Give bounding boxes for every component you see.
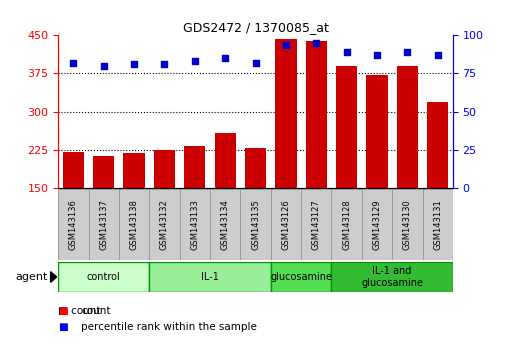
Bar: [335, 66, 357, 188]
Bar: [63, 152, 84, 188]
Point: [312, 40, 320, 46]
Text: ■: ■: [58, 306, 68, 316]
Text: count: count: [81, 306, 110, 316]
Point: [221, 55, 229, 61]
Bar: [179, 189, 210, 260]
Text: GSM143136: GSM143136: [69, 199, 78, 250]
Text: GSM143126: GSM143126: [281, 199, 290, 250]
Text: GSM143128: GSM143128: [341, 199, 350, 250]
Bar: [391, 189, 422, 260]
Text: GSM143135: GSM143135: [250, 199, 260, 250]
Text: percentile rank within the sample: percentile rank within the sample: [81, 322, 257, 332]
Bar: [366, 75, 387, 188]
Text: GSM143137: GSM143137: [99, 199, 108, 250]
Bar: [275, 39, 296, 188]
Bar: [58, 262, 149, 292]
Point: [130, 62, 138, 67]
Point: [69, 60, 77, 65]
Text: GSM143127: GSM143127: [311, 199, 320, 250]
Bar: [149, 189, 179, 260]
Bar: [361, 189, 391, 260]
Text: ■ count: ■ count: [58, 306, 100, 316]
Bar: [149, 262, 270, 292]
Bar: [154, 150, 175, 188]
Point: [372, 52, 380, 58]
Text: GSM143130: GSM143130: [402, 199, 411, 250]
Bar: [93, 156, 114, 188]
Point: [190, 58, 198, 64]
Point: [99, 63, 108, 69]
Text: GSM143138: GSM143138: [129, 199, 138, 250]
Text: IL-1: IL-1: [200, 272, 219, 282]
Text: control: control: [87, 272, 120, 282]
Bar: [214, 133, 235, 188]
Text: GSM143134: GSM143134: [220, 199, 229, 250]
Bar: [270, 189, 300, 260]
Bar: [396, 66, 417, 188]
Text: ■: ■: [58, 322, 68, 332]
Text: GSM143133: GSM143133: [190, 199, 199, 250]
Title: GDS2472 / 1370085_at: GDS2472 / 1370085_at: [182, 21, 328, 34]
Bar: [88, 189, 119, 260]
Text: glucosamine: glucosamine: [270, 272, 331, 282]
Bar: [240, 189, 270, 260]
Text: agent: agent: [16, 272, 48, 282]
Text: GSM143132: GSM143132: [160, 199, 169, 250]
Bar: [244, 148, 266, 188]
Point: [160, 62, 168, 67]
Text: IL-1 and
glucosamine: IL-1 and glucosamine: [361, 266, 422, 288]
Point: [281, 42, 289, 47]
Text: GSM143131: GSM143131: [432, 199, 441, 250]
Bar: [123, 153, 144, 188]
Point: [433, 52, 441, 58]
Point: [251, 60, 259, 65]
Bar: [58, 189, 88, 260]
Point: [402, 49, 411, 55]
Bar: [270, 262, 331, 292]
Text: GSM143129: GSM143129: [372, 199, 381, 250]
Bar: [184, 146, 205, 188]
Bar: [300, 189, 331, 260]
Point: [342, 49, 350, 55]
Bar: [331, 189, 361, 260]
Bar: [422, 189, 452, 260]
Bar: [210, 189, 240, 260]
Bar: [331, 262, 452, 292]
Bar: [426, 102, 447, 188]
Bar: [119, 189, 149, 260]
Bar: [305, 41, 326, 188]
